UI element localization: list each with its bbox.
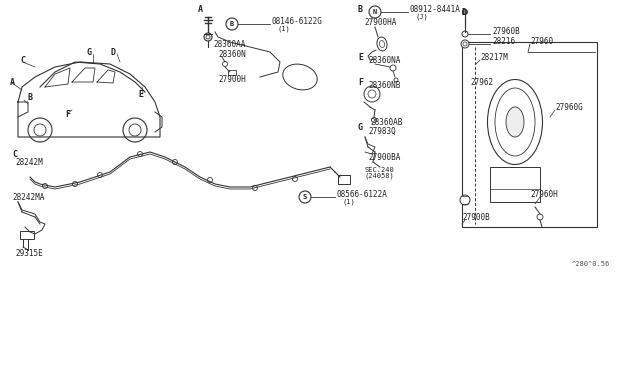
- Text: G: G: [358, 122, 363, 131]
- Circle shape: [97, 173, 102, 177]
- Bar: [490, 167, 540, 202]
- Circle shape: [364, 86, 380, 102]
- Circle shape: [461, 40, 469, 48]
- Circle shape: [299, 191, 311, 203]
- Circle shape: [537, 214, 543, 220]
- Text: SEC.240: SEC.240: [365, 167, 395, 173]
- Circle shape: [394, 78, 398, 82]
- Text: E: E: [138, 90, 143, 99]
- Circle shape: [207, 177, 212, 183]
- Text: C: C: [20, 55, 25, 64]
- Circle shape: [129, 124, 141, 136]
- Ellipse shape: [380, 41, 385, 48]
- Text: 27960G: 27960G: [555, 103, 583, 112]
- Text: S: S: [303, 194, 307, 200]
- Text: F: F: [65, 109, 70, 119]
- Circle shape: [206, 35, 210, 39]
- Ellipse shape: [488, 80, 543, 164]
- Circle shape: [371, 118, 376, 122]
- Text: 27962: 27962: [470, 77, 493, 87]
- Text: (J): (J): [416, 14, 429, 20]
- Text: 28242MA: 28242MA: [12, 192, 44, 202]
- Text: ^280^0.56: ^280^0.56: [572, 261, 611, 267]
- Text: 27983Q: 27983Q: [368, 126, 396, 135]
- Circle shape: [28, 118, 52, 142]
- Text: 28360AA: 28360AA: [213, 39, 245, 48]
- Circle shape: [42, 183, 47, 189]
- Text: A: A: [198, 4, 203, 13]
- Text: A: A: [10, 77, 15, 87]
- Circle shape: [226, 18, 238, 30]
- Circle shape: [463, 42, 467, 46]
- Bar: [462, 42, 597, 227]
- Text: 08566-6122A: 08566-6122A: [337, 189, 388, 199]
- Text: D: D: [110, 48, 115, 57]
- Bar: [228, 70, 236, 75]
- Text: G: G: [86, 48, 91, 57]
- Ellipse shape: [495, 88, 535, 156]
- Circle shape: [368, 90, 376, 98]
- Circle shape: [72, 182, 77, 186]
- Ellipse shape: [377, 37, 387, 51]
- Ellipse shape: [283, 64, 317, 90]
- Text: 28217M: 28217M: [480, 52, 508, 61]
- Text: 28360N: 28360N: [218, 49, 246, 58]
- Text: D: D: [462, 7, 467, 16]
- Text: 27900B: 27900B: [462, 212, 490, 221]
- Text: 28216: 28216: [492, 36, 515, 45]
- Text: 28360AB: 28360AB: [370, 118, 403, 126]
- Text: 29315E: 29315E: [15, 250, 43, 259]
- Text: 28360NA: 28360NA: [368, 55, 401, 64]
- Text: 27960H: 27960H: [530, 189, 557, 199]
- Text: (1): (1): [343, 199, 356, 205]
- Text: 27960: 27960: [530, 36, 553, 45]
- Text: N: N: [373, 9, 377, 15]
- Circle shape: [204, 33, 212, 41]
- Circle shape: [463, 10, 467, 15]
- Circle shape: [34, 124, 46, 136]
- Circle shape: [223, 61, 227, 67]
- Circle shape: [462, 31, 468, 37]
- Text: (24058): (24058): [365, 173, 395, 179]
- Circle shape: [390, 65, 396, 71]
- Text: 27960B: 27960B: [492, 26, 520, 35]
- Text: 28242M: 28242M: [15, 157, 43, 167]
- Text: B: B: [230, 21, 234, 27]
- Text: 28360NB: 28360NB: [368, 80, 401, 90]
- Ellipse shape: [506, 107, 524, 137]
- Text: C: C: [12, 150, 17, 158]
- Circle shape: [460, 195, 470, 205]
- Text: F: F: [358, 77, 363, 87]
- Text: (1): (1): [278, 26, 291, 32]
- Text: E: E: [358, 52, 363, 61]
- Text: 27900BA: 27900BA: [368, 153, 401, 161]
- Circle shape: [123, 118, 147, 142]
- Bar: [338, 175, 350, 184]
- Circle shape: [292, 176, 298, 182]
- Circle shape: [253, 186, 257, 190]
- Text: B: B: [358, 4, 363, 13]
- Text: B: B: [27, 93, 32, 102]
- Circle shape: [173, 160, 177, 164]
- Text: 27900HA: 27900HA: [364, 17, 396, 26]
- Text: 27900H: 27900H: [218, 74, 246, 83]
- Circle shape: [138, 151, 143, 157]
- Text: 08146-6122G: 08146-6122G: [272, 16, 323, 26]
- Circle shape: [369, 6, 381, 18]
- Bar: [20, 231, 34, 239]
- Text: 08912-8441A: 08912-8441A: [410, 4, 461, 13]
